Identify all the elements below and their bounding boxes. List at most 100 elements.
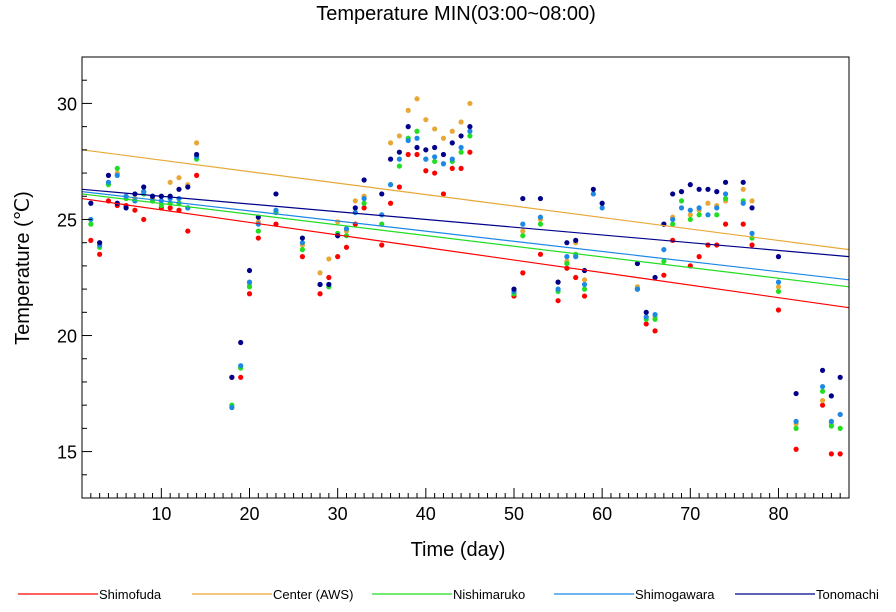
data-point bbox=[467, 133, 473, 139]
data-point bbox=[467, 128, 473, 134]
data-point bbox=[114, 165, 120, 172]
x-tick-label: 10 bbox=[151, 504, 171, 524]
data-point bbox=[793, 390, 799, 397]
data-point bbox=[194, 140, 200, 146]
data-point bbox=[396, 149, 402, 155]
legend-item: Center (AWS) bbox=[192, 587, 353, 602]
series-tonomachi bbox=[88, 124, 843, 399]
data-point bbox=[432, 170, 438, 176]
data-point bbox=[273, 207, 279, 213]
data-point bbox=[722, 195, 729, 202]
data-point bbox=[440, 191, 447, 197]
data-point bbox=[599, 205, 605, 211]
data-point bbox=[299, 235, 306, 241]
data-point bbox=[246, 267, 253, 274]
legend-label: Center (AWS) bbox=[273, 587, 353, 602]
data-point bbox=[643, 309, 649, 315]
data-point bbox=[229, 404, 235, 411]
data-point bbox=[458, 165, 464, 172]
trend-line bbox=[81, 197, 850, 309]
legend-label: Nishimaruko bbox=[453, 587, 525, 602]
data-point bbox=[696, 212, 702, 218]
legend-item: Tonomachi bbox=[735, 587, 879, 602]
data-point bbox=[520, 221, 526, 227]
data-point bbox=[819, 367, 826, 373]
data-point bbox=[678, 198, 685, 204]
data-point bbox=[432, 144, 438, 151]
data-point bbox=[361, 205, 367, 211]
data-point bbox=[317, 270, 323, 276]
x-tick-label: 40 bbox=[416, 504, 436, 524]
data-point bbox=[670, 237, 676, 243]
data-point bbox=[458, 149, 464, 155]
data-point bbox=[837, 451, 843, 457]
data-point bbox=[643, 314, 649, 320]
data-point bbox=[88, 200, 94, 206]
data-point bbox=[564, 254, 570, 260]
y-tick-label: 15 bbox=[57, 443, 77, 463]
data-point bbox=[423, 156, 429, 162]
data-point bbox=[458, 144, 464, 151]
data-point bbox=[573, 237, 579, 243]
data-point bbox=[555, 298, 561, 304]
data-point bbox=[705, 212, 711, 218]
data-point bbox=[661, 258, 667, 264]
data-point bbox=[573, 274, 579, 281]
data-point bbox=[167, 179, 173, 185]
data-point bbox=[387, 182, 394, 188]
data-point bbox=[246, 284, 253, 290]
data-point bbox=[299, 247, 306, 253]
data-point bbox=[405, 151, 411, 158]
data-point bbox=[167, 193, 173, 199]
data-point bbox=[423, 168, 429, 174]
data-point bbox=[176, 175, 182, 181]
data-point bbox=[687, 212, 693, 218]
data-point bbox=[555, 279, 561, 285]
data-point bbox=[837, 425, 843, 431]
data-point bbox=[141, 216, 147, 223]
data-point bbox=[749, 198, 755, 204]
data-point bbox=[705, 200, 711, 206]
data-point bbox=[185, 184, 191, 190]
data-point bbox=[379, 242, 385, 248]
data-point bbox=[326, 256, 332, 262]
legend-item: Shimofuda bbox=[18, 587, 162, 602]
data-point bbox=[352, 209, 358, 216]
data-point bbox=[670, 191, 676, 197]
trend-line bbox=[81, 193, 850, 288]
data-point bbox=[722, 221, 729, 227]
data-point bbox=[149, 193, 156, 199]
data-point bbox=[97, 240, 103, 246]
data-point bbox=[652, 274, 658, 281]
data-point bbox=[537, 251, 544, 257]
data-point bbox=[105, 179, 112, 185]
data-point bbox=[141, 184, 147, 190]
data-point bbox=[661, 247, 667, 253]
data-point bbox=[678, 189, 685, 195]
data-point bbox=[555, 286, 561, 292]
data-point bbox=[97, 251, 103, 257]
data-point bbox=[273, 191, 279, 197]
y-axis-title: Temperature (℃) bbox=[12, 191, 34, 345]
x-tick-label: 70 bbox=[680, 504, 700, 524]
data-point bbox=[167, 205, 173, 211]
data-point bbox=[449, 140, 455, 146]
data-point bbox=[634, 260, 641, 267]
data-point bbox=[705, 186, 711, 192]
data-point bbox=[643, 321, 649, 327]
data-point bbox=[652, 312, 658, 318]
data-point bbox=[405, 124, 411, 130]
data-point bbox=[414, 128, 420, 134]
plot-area bbox=[81, 96, 850, 457]
data-point bbox=[194, 151, 200, 158]
x-tick-label: 60 bbox=[592, 504, 612, 524]
legend-label: Tonomachi bbox=[816, 587, 879, 602]
data-point bbox=[819, 397, 826, 404]
data-point bbox=[599, 200, 605, 206]
data-point bbox=[440, 151, 447, 158]
data-point bbox=[775, 284, 782, 290]
data-point bbox=[793, 418, 799, 425]
data-point bbox=[837, 374, 843, 380]
data-point bbox=[432, 158, 438, 165]
